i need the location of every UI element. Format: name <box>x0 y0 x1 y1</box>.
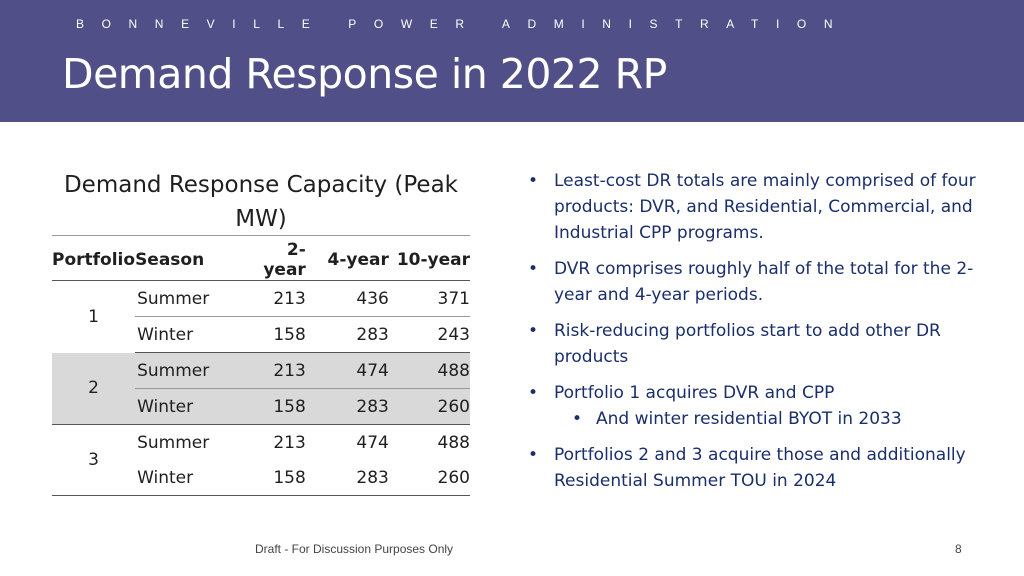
value-cell: 474 <box>305 352 389 389</box>
table-row: 2 Summer 213 474 488 <box>52 352 470 425</box>
column-header: 4-year <box>305 240 389 281</box>
bullet-text: Portfolio 1 acquires DVR and CPP <box>554 383 835 403</box>
table-title-divider <box>52 235 470 236</box>
value-cell: 158 <box>246 460 306 496</box>
bullet-text: DVR comprises roughly half of the total … <box>554 259 974 305</box>
footer-note: Draft - For Discussion Purposes Only <box>255 542 454 556</box>
column-header: Season <box>135 240 247 281</box>
value-cell: 158 <box>246 316 306 353</box>
season-cell: Summer <box>135 280 247 317</box>
portfolio-cell: 3 <box>52 424 136 496</box>
bullet-item: Risk-reducing portfolios start to add ot… <box>528 318 988 370</box>
value-cell: 283 <box>305 316 389 353</box>
value-cell: 371 <box>388 280 470 317</box>
value-cell: 213 <box>246 280 306 317</box>
bullet-text: Portfolios 2 and 3 acquire those and add… <box>554 445 966 491</box>
season-cell: Winter <box>135 388 247 425</box>
page-number: 8 <box>955 542 962 556</box>
table-row: 1 Summer 213 436 371 <box>52 280 470 327</box>
capacity-table: Portfolio Season 2-year 4-year 10-year 1… <box>52 240 470 496</box>
bullet-list: Least-cost DR totals are mainly comprise… <box>528 168 988 504</box>
value-cell: 213 <box>273 432 306 453</box>
column-header: Portfolio <box>52 240 136 281</box>
portfolio-cell: 1 <box>88 306 99 327</box>
value-cell: 158 <box>246 388 306 425</box>
season-cell: Summer <box>135 352 247 389</box>
value-cell: 260 <box>388 460 470 496</box>
bullet-item: DVR comprises roughly half of the total … <box>528 256 988 308</box>
bullet-text: Risk-reducing portfolios start to add ot… <box>554 321 941 367</box>
table-row: 3 Summer 213 474 488 <box>52 424 470 496</box>
column-header: 2-year <box>246 240 306 281</box>
table-row: Winter 158 283 260 <box>52 460 470 496</box>
value-cell: 474 <box>356 432 389 453</box>
sub-bullet-text: And winter residential BYOT in 2033 <box>596 409 902 429</box>
bullet-item: Portfolios 2 and 3 acquire those and add… <box>528 442 988 494</box>
table-header-row: Portfolio Season 2-year 4-year 10-year <box>52 240 470 281</box>
value-cell: 213 <box>246 352 306 389</box>
sub-bullet-list: And winter residential BYOT in 2033 <box>554 406 988 432</box>
season-cell: Summer <box>137 432 210 453</box>
table-row: Winter 158 283 243 <box>52 316 470 353</box>
value-cell: 488 <box>388 352 470 389</box>
org-name: BONNEVILLE POWER ADMINISTRATION <box>76 17 851 31</box>
value-cell: 260 <box>388 388 470 425</box>
sub-bullet-item: And winter residential BYOT in 2033 <box>554 406 988 432</box>
slide-title: Demand Response in 2022 RP <box>62 50 667 98</box>
bullet-item: Least-cost DR totals are mainly comprise… <box>528 168 988 246</box>
value-cell: 243 <box>388 316 470 353</box>
portfolio-cell: 2 <box>52 352 136 425</box>
column-header: 10-year <box>388 240 470 281</box>
value-cell: 488 <box>437 432 470 453</box>
value-cell: 436 <box>305 280 389 317</box>
table-title: Demand Response Capacity (Peak MW) <box>63 172 459 232</box>
header-banner: BONNEVILLE POWER ADMINISTRATION Demand R… <box>0 0 1024 122</box>
season-cell: Winter <box>135 460 247 496</box>
bullet-item: Portfolio 1 acquires DVR and CPP And win… <box>528 380 988 432</box>
bullet-text: Least-cost DR totals are mainly comprise… <box>554 171 976 243</box>
value-cell: 283 <box>305 388 389 425</box>
season-cell: Winter <box>135 316 247 353</box>
table-row: Winter 158 283 260 <box>52 388 470 425</box>
value-cell: 283 <box>305 460 389 496</box>
